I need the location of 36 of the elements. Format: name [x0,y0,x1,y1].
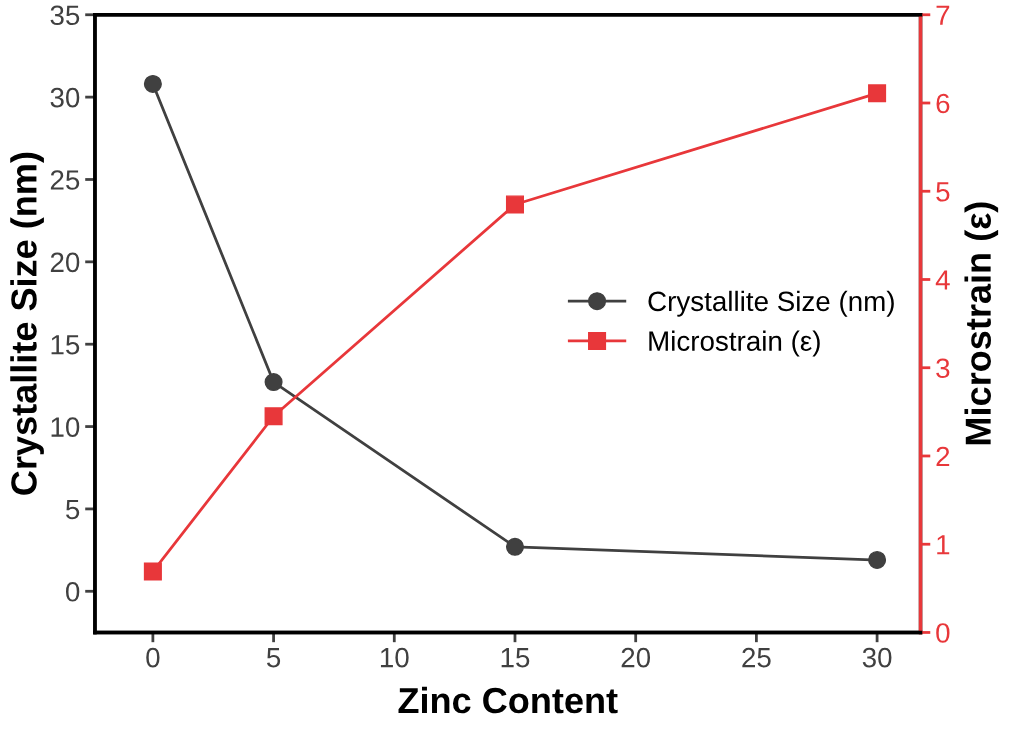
x-tick-label: 25 [742,647,771,668]
x-tick-label: 10 [380,647,409,668]
y-tick-label: 15 [51,335,80,355]
y-tick-label: 20 [50,252,80,273]
y-axis-title: Crystallite Size (nm) [10,152,44,495]
point [505,537,525,556]
y2-tick-label: 5 [936,182,950,202]
point [264,407,283,426]
y2-tick-label: 6 [936,93,950,114]
y-tick-label: 10 [51,417,80,437]
x-axis-title: Zinc Content [398,686,618,714]
y-tick-label: 35 [50,5,80,26]
x-tick-label: 20 [621,647,651,668]
y2-axis-title: Microstrain (ε) [964,202,999,445]
x-tick-label: 5 [266,648,281,668]
y2-tick-label: 0 [936,623,950,643]
point [505,195,525,214]
x-tick-label: 15 [501,648,530,668]
point [143,562,162,581]
point [264,373,283,392]
y2-tick-label: 4 [935,270,950,290]
point [143,74,162,93]
y-tick-label: 30 [50,87,80,108]
y-tick-label: 25 [50,170,80,190]
y2-tick-label: 3 [936,358,950,379]
point [868,550,887,570]
y2-tick-label: 1 [937,535,950,555]
y2-tick-label: 2 [936,446,950,467]
y-tick-label: 5 [66,499,80,520]
x-tick-label: 30 [862,647,892,668]
x-tick-label: 0 [146,647,160,668]
legend-label: Microstrain (ε) [649,330,820,357]
y2-tick-label: 7 [936,5,950,25]
point [868,84,887,103]
legend-label: Crystallite Size (nm) [648,290,894,317]
y-tick-label: 0 [66,581,80,602]
